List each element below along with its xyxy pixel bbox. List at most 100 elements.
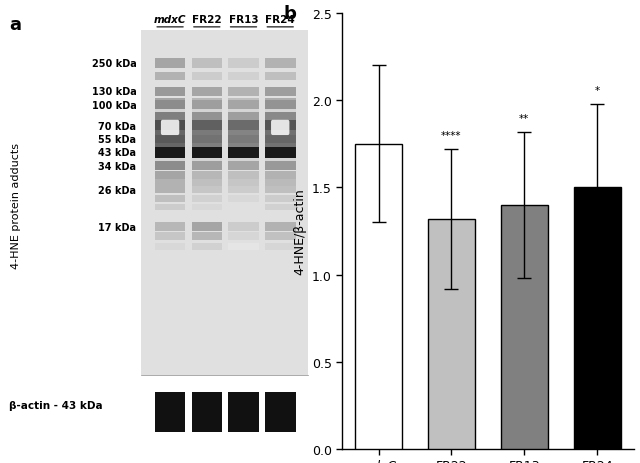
FancyBboxPatch shape xyxy=(191,121,222,129)
FancyBboxPatch shape xyxy=(228,125,259,131)
FancyBboxPatch shape xyxy=(155,195,186,202)
FancyBboxPatch shape xyxy=(228,393,259,432)
FancyBboxPatch shape xyxy=(191,135,222,145)
FancyBboxPatch shape xyxy=(191,143,222,150)
FancyBboxPatch shape xyxy=(155,119,186,125)
FancyBboxPatch shape xyxy=(265,142,296,149)
FancyBboxPatch shape xyxy=(228,133,259,140)
FancyBboxPatch shape xyxy=(191,149,222,156)
FancyBboxPatch shape xyxy=(155,114,186,121)
FancyBboxPatch shape xyxy=(155,59,186,69)
FancyBboxPatch shape xyxy=(228,108,259,115)
FancyBboxPatch shape xyxy=(155,148,186,155)
Bar xyxy=(500,206,548,449)
FancyBboxPatch shape xyxy=(228,138,259,144)
FancyBboxPatch shape xyxy=(228,104,259,111)
FancyBboxPatch shape xyxy=(265,393,296,432)
FancyBboxPatch shape xyxy=(155,104,186,111)
FancyBboxPatch shape xyxy=(228,142,259,149)
FancyBboxPatch shape xyxy=(155,152,186,159)
FancyBboxPatch shape xyxy=(191,159,222,166)
Text: 43 kDa: 43 kDa xyxy=(99,148,136,158)
FancyBboxPatch shape xyxy=(265,156,296,163)
FancyBboxPatch shape xyxy=(228,129,259,136)
FancyBboxPatch shape xyxy=(265,233,296,241)
FancyBboxPatch shape xyxy=(228,112,259,119)
FancyBboxPatch shape xyxy=(191,138,222,144)
FancyBboxPatch shape xyxy=(155,186,186,194)
Y-axis label: 4-HNE/β-actin: 4-HNE/β-actin xyxy=(293,188,307,275)
FancyBboxPatch shape xyxy=(191,162,222,171)
FancyBboxPatch shape xyxy=(191,59,222,69)
FancyBboxPatch shape xyxy=(265,140,296,147)
FancyBboxPatch shape xyxy=(228,140,259,147)
FancyBboxPatch shape xyxy=(155,146,186,153)
FancyBboxPatch shape xyxy=(265,121,296,129)
FancyBboxPatch shape xyxy=(228,233,259,241)
FancyBboxPatch shape xyxy=(155,145,186,152)
FancyBboxPatch shape xyxy=(228,121,259,129)
FancyBboxPatch shape xyxy=(191,146,222,153)
FancyBboxPatch shape xyxy=(228,222,259,232)
FancyBboxPatch shape xyxy=(265,114,296,121)
FancyBboxPatch shape xyxy=(191,144,222,154)
FancyBboxPatch shape xyxy=(155,125,186,131)
FancyBboxPatch shape xyxy=(191,120,222,133)
FancyBboxPatch shape xyxy=(265,138,296,144)
Bar xyxy=(573,188,621,449)
FancyBboxPatch shape xyxy=(265,130,296,137)
Text: β-actin - 43 kDa: β-actin - 43 kDa xyxy=(10,400,103,411)
FancyBboxPatch shape xyxy=(228,114,259,121)
FancyBboxPatch shape xyxy=(228,156,259,163)
Text: 250 kDa: 250 kDa xyxy=(92,59,136,69)
FancyBboxPatch shape xyxy=(265,127,296,134)
Text: 130 kDa: 130 kDa xyxy=(92,87,136,97)
FancyBboxPatch shape xyxy=(191,155,222,162)
FancyBboxPatch shape xyxy=(191,244,222,250)
FancyBboxPatch shape xyxy=(155,142,186,149)
FancyBboxPatch shape xyxy=(265,120,296,133)
FancyBboxPatch shape xyxy=(191,88,222,97)
FancyBboxPatch shape xyxy=(191,153,222,160)
FancyBboxPatch shape xyxy=(265,59,296,69)
FancyBboxPatch shape xyxy=(191,73,222,81)
FancyBboxPatch shape xyxy=(228,153,259,160)
FancyBboxPatch shape xyxy=(228,110,259,117)
FancyBboxPatch shape xyxy=(191,116,222,123)
FancyBboxPatch shape xyxy=(191,131,222,142)
FancyBboxPatch shape xyxy=(265,153,296,160)
FancyBboxPatch shape xyxy=(228,131,259,142)
FancyBboxPatch shape xyxy=(155,143,186,150)
FancyBboxPatch shape xyxy=(155,107,186,114)
FancyBboxPatch shape xyxy=(155,159,186,166)
FancyBboxPatch shape xyxy=(155,127,186,134)
FancyBboxPatch shape xyxy=(155,103,186,110)
FancyBboxPatch shape xyxy=(191,108,222,115)
FancyBboxPatch shape xyxy=(265,123,296,130)
FancyBboxPatch shape xyxy=(265,150,296,157)
FancyBboxPatch shape xyxy=(265,162,296,171)
FancyBboxPatch shape xyxy=(191,106,222,113)
FancyBboxPatch shape xyxy=(228,88,259,97)
FancyBboxPatch shape xyxy=(155,153,186,160)
FancyBboxPatch shape xyxy=(228,106,259,113)
FancyBboxPatch shape xyxy=(155,162,186,171)
FancyBboxPatch shape xyxy=(228,119,259,125)
FancyBboxPatch shape xyxy=(191,222,222,232)
FancyBboxPatch shape xyxy=(228,139,259,146)
FancyBboxPatch shape xyxy=(191,152,222,159)
FancyBboxPatch shape xyxy=(265,88,296,97)
FancyBboxPatch shape xyxy=(191,148,222,155)
FancyBboxPatch shape xyxy=(191,195,222,202)
FancyBboxPatch shape xyxy=(155,244,186,250)
Text: **: ** xyxy=(519,113,529,124)
FancyBboxPatch shape xyxy=(228,159,259,166)
FancyBboxPatch shape xyxy=(228,107,259,114)
FancyBboxPatch shape xyxy=(265,112,296,119)
FancyBboxPatch shape xyxy=(265,139,296,146)
FancyBboxPatch shape xyxy=(191,156,222,163)
FancyBboxPatch shape xyxy=(155,88,186,97)
FancyBboxPatch shape xyxy=(228,146,259,153)
Text: 100 kDa: 100 kDa xyxy=(92,100,136,110)
FancyBboxPatch shape xyxy=(228,155,259,162)
